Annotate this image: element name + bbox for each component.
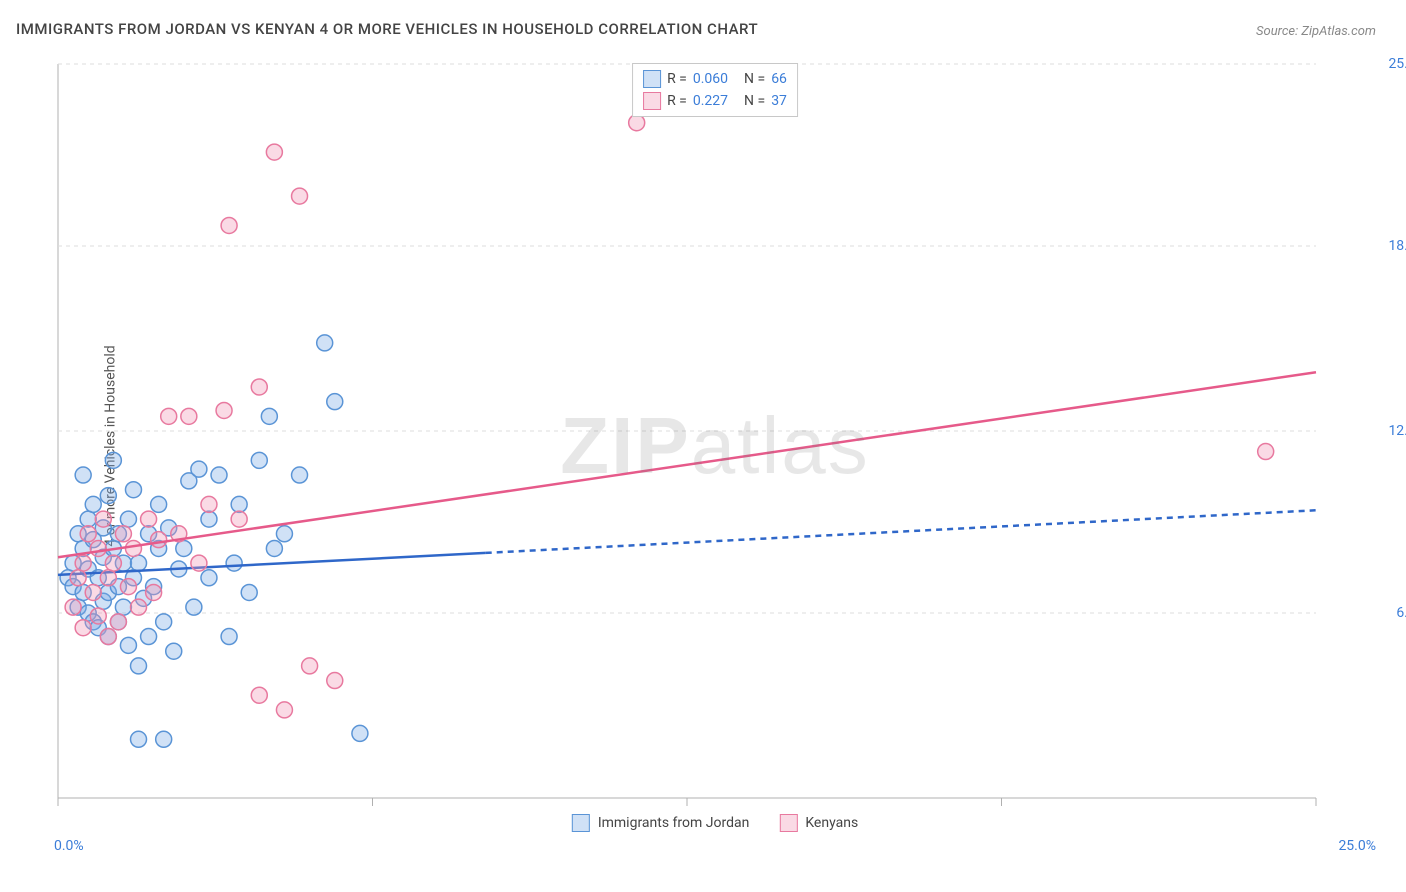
legend-r-value: 0.060 xyxy=(693,71,728,87)
source-attribution: Source: ZipAtlas.com xyxy=(1256,24,1376,39)
legend-series-item: Immigrants from Jordan xyxy=(572,814,750,832)
x-tick-min: 0.0% xyxy=(54,838,84,854)
legend-r-label: R = xyxy=(667,71,687,87)
legend-series-label: Kenyans xyxy=(805,815,858,831)
chart-title: IMMIGRANTS FROM JORDAN VS KENYAN 4 OR MO… xyxy=(16,20,758,38)
legend-series-label: Immigrants from Jordan xyxy=(598,815,750,831)
y-tick-label: 6.3% xyxy=(1396,605,1406,621)
x-tick-max: 25.0% xyxy=(1338,838,1376,854)
legend-n-label: N = xyxy=(744,71,765,87)
legend-n-value: 37 xyxy=(771,93,787,109)
scatter-chart xyxy=(54,60,1376,832)
legend-swatch xyxy=(779,814,797,832)
y-tick-label: 25.0% xyxy=(1388,56,1406,72)
legend-correlation-row: R = 0.060 N = 66 xyxy=(643,68,787,90)
legend-series-item: Kenyans xyxy=(779,814,858,832)
legend-swatch xyxy=(643,70,661,88)
legend-r-label: R = xyxy=(667,93,687,109)
legend-swatch xyxy=(643,92,661,110)
legend-n-label: N = xyxy=(744,93,765,109)
legend-swatch xyxy=(572,814,590,832)
legend-n-value: 66 xyxy=(771,71,787,87)
y-tick-label: 18.8% xyxy=(1388,238,1406,254)
legend-correlation-row: R = 0.227 N = 37 xyxy=(643,90,787,112)
legend-r-value: 0.227 xyxy=(693,93,728,109)
plot-area: ZIPatlas R = 0.060 N = 66 R = 0.227 N = … xyxy=(54,60,1376,832)
y-tick-label: 12.5% xyxy=(1388,423,1406,439)
legend-correlation: R = 0.060 N = 66 R = 0.227 N = 37 xyxy=(632,63,798,117)
legend-series: Immigrants from Jordan Kenyans xyxy=(572,814,858,832)
